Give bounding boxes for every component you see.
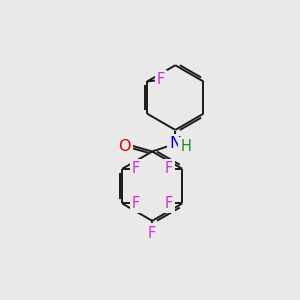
Text: F: F [132, 161, 140, 176]
Text: F: F [157, 72, 165, 87]
Text: F: F [148, 226, 156, 241]
Text: F: F [164, 196, 172, 211]
Text: F: F [132, 196, 140, 211]
Text: N: N [169, 136, 182, 151]
Text: O: O [118, 139, 131, 154]
Text: H: H [181, 140, 191, 154]
Text: F: F [164, 161, 172, 176]
